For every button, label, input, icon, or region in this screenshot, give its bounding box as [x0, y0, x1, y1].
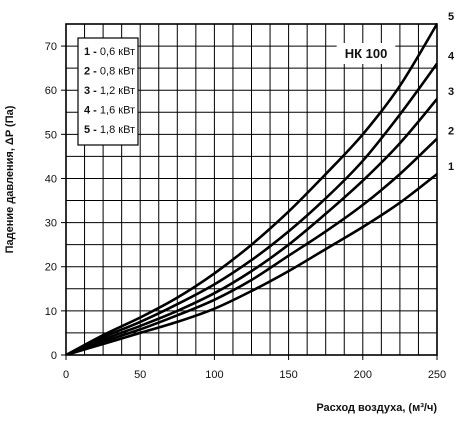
model-label: НК 100 — [345, 46, 388, 61]
model-label-background — [336, 43, 396, 64]
series-line-2 — [66, 137, 437, 355]
y-tick-label: 0 — [51, 350, 57, 362]
grid — [66, 24, 437, 355]
legend-entry-number: 1 - — [84, 46, 100, 58]
plot-frame — [65, 23, 438, 356]
series-end-label-5: 5 — [448, 11, 454, 23]
x-axis-title: Расход воздуха, (м³/ч) — [316, 402, 437, 414]
y-tick-label: 40 — [45, 173, 57, 185]
y-tick-label: 20 — [45, 262, 57, 274]
legend-entry-name: 0,8 кВт — [100, 66, 135, 78]
legend-entry-name: 1,8 кВт — [100, 124, 135, 136]
legend-entry-number: 3 - — [84, 85, 100, 97]
legend-entry-4: 4 - 1,6 кВт — [84, 105, 135, 117]
axes — [65, 23, 438, 356]
legend-entry-name: 0,6 кВт — [100, 46, 135, 58]
y-tick-label: 30 — [45, 218, 57, 230]
legend-entry-number: 5 - — [84, 124, 100, 136]
series-line-5 — [66, 23, 437, 355]
y-tick-label: 70 — [45, 41, 57, 53]
series-line-3 — [66, 97, 437, 355]
legend-entry-3: 3 - 1,2 кВт — [84, 85, 135, 97]
x-tick-label: 50 — [134, 369, 146, 381]
series-line-4 — [66, 62, 437, 355]
tick-labels: 0 50 100 150 200 250 0 10 20 30 40 50 60 70 — [45, 41, 446, 381]
legend-entry-1: 1 - 0,6 кВт — [84, 46, 135, 58]
y-tick-label: 50 — [45, 129, 57, 141]
series-end-label-2: 2 — [448, 126, 454, 138]
x-tick-label: 250 — [428, 369, 446, 381]
legend-entry-5: 5 - 1,8 кВт — [84, 124, 135, 136]
y-axis-title: Падение давления, ΔP (Па) — [4, 105, 16, 253]
legend-entry-name: 1,2 кВт — [100, 85, 135, 97]
legend-entry-number: 2 - — [84, 66, 100, 78]
legend-entry-number: 4 - — [84, 105, 100, 117]
series-line-1 — [66, 172, 437, 355]
x-tick-label: 200 — [354, 369, 372, 381]
y-tick-label: 60 — [45, 85, 57, 97]
x-tick-label: 150 — [279, 369, 297, 381]
x-tick-label: 0 — [63, 369, 69, 381]
y-tick-label: 10 — [45, 306, 57, 318]
x-tick-label: 100 — [205, 369, 223, 381]
series-end-label-3: 3 — [448, 86, 454, 98]
legend-entry-name: 1,6 кВт — [100, 105, 135, 117]
legend-box — [77, 37, 139, 146]
series-end-label-1: 1 — [448, 161, 454, 173]
labels: НК 100 Расход воздуха, (м³/ч) Падение да… — [4, 43, 437, 414]
series-lines: 1 2 3 4 5 — [66, 11, 455, 355]
series-end-label-4: 4 — [448, 51, 455, 63]
legend-entry-2: 2 - 0,8 кВт — [84, 66, 135, 78]
